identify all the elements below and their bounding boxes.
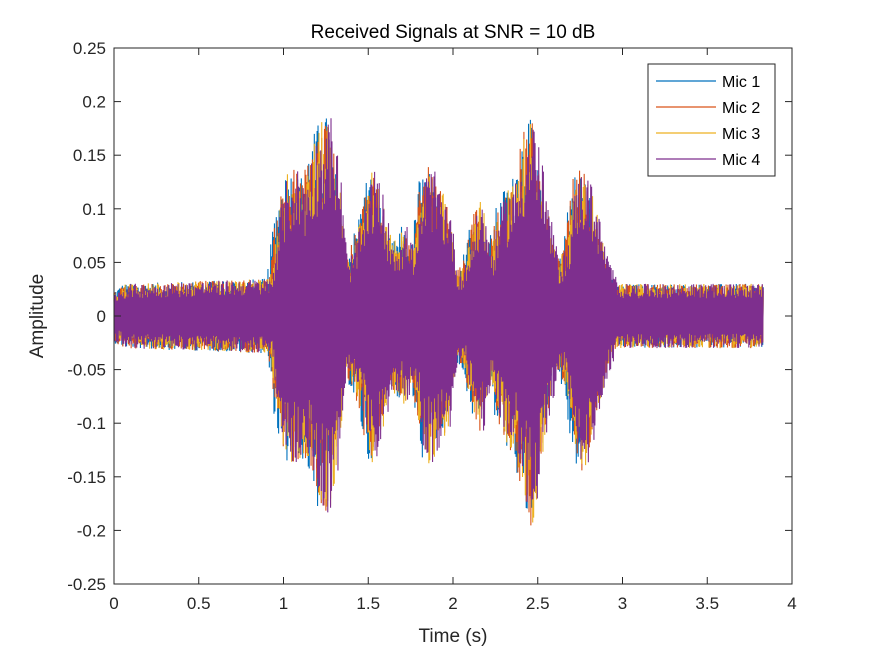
y-tick-label: -0.15 xyxy=(67,468,106,487)
x-axis-label: Time (s) xyxy=(419,626,488,647)
x-tick-label: 4 xyxy=(787,594,796,613)
y-tick-label: 0 xyxy=(97,307,106,326)
x-tick-label: 0 xyxy=(109,594,118,613)
y-tick-label: 0.1 xyxy=(82,200,106,219)
y-tick-label: -0.25 xyxy=(67,575,106,594)
chart-title: Received Signals at SNR = 10 dB xyxy=(311,22,596,43)
y-axis-label: Amplitude xyxy=(27,274,48,359)
y-tick-label: -0.2 xyxy=(77,521,106,540)
y-tick-label: -0.1 xyxy=(77,414,106,433)
x-tick-label: 3.5 xyxy=(695,594,719,613)
legend-label-mic-2: Mic 2 xyxy=(722,100,760,117)
legend-label-mic-4: Mic 4 xyxy=(722,152,760,169)
y-tick-label: 0.2 xyxy=(82,93,106,112)
x-tick-label: 3 xyxy=(618,594,627,613)
x-tick-label: 2 xyxy=(448,594,457,613)
x-axis-ticks: 0 0.5 1 1.5 2 2.5 3 3.5 4 xyxy=(109,48,797,613)
signal-traces xyxy=(113,118,764,526)
legend-box xyxy=(647,63,776,177)
y-axis-ticks: 0.25 0.2 0.15 0.1 0.05 0 -0.05 -0.1 -0.15 -0.2 -0.… xyxy=(67,39,792,594)
x-tick-label: 1 xyxy=(279,594,288,613)
x-tick-label: 1.5 xyxy=(356,594,380,613)
x-tick-label: 2.5 xyxy=(526,594,550,613)
x-tick-label: 0.5 xyxy=(187,594,211,613)
legend-label-mic-3: Mic 3 xyxy=(722,126,760,143)
legend-label-mic-1: Mic 1 xyxy=(722,74,760,91)
y-tick-label: 0.25 xyxy=(73,39,106,58)
y-tick-label: -0.05 xyxy=(67,361,106,380)
legend: Mic 1 Mic 2 Mic 3 Mic 4 xyxy=(647,63,776,177)
signal-line-mic-4 xyxy=(113,118,764,513)
y-tick-label: 0.15 xyxy=(73,146,106,165)
y-tick-label: 0.05 xyxy=(73,253,106,272)
